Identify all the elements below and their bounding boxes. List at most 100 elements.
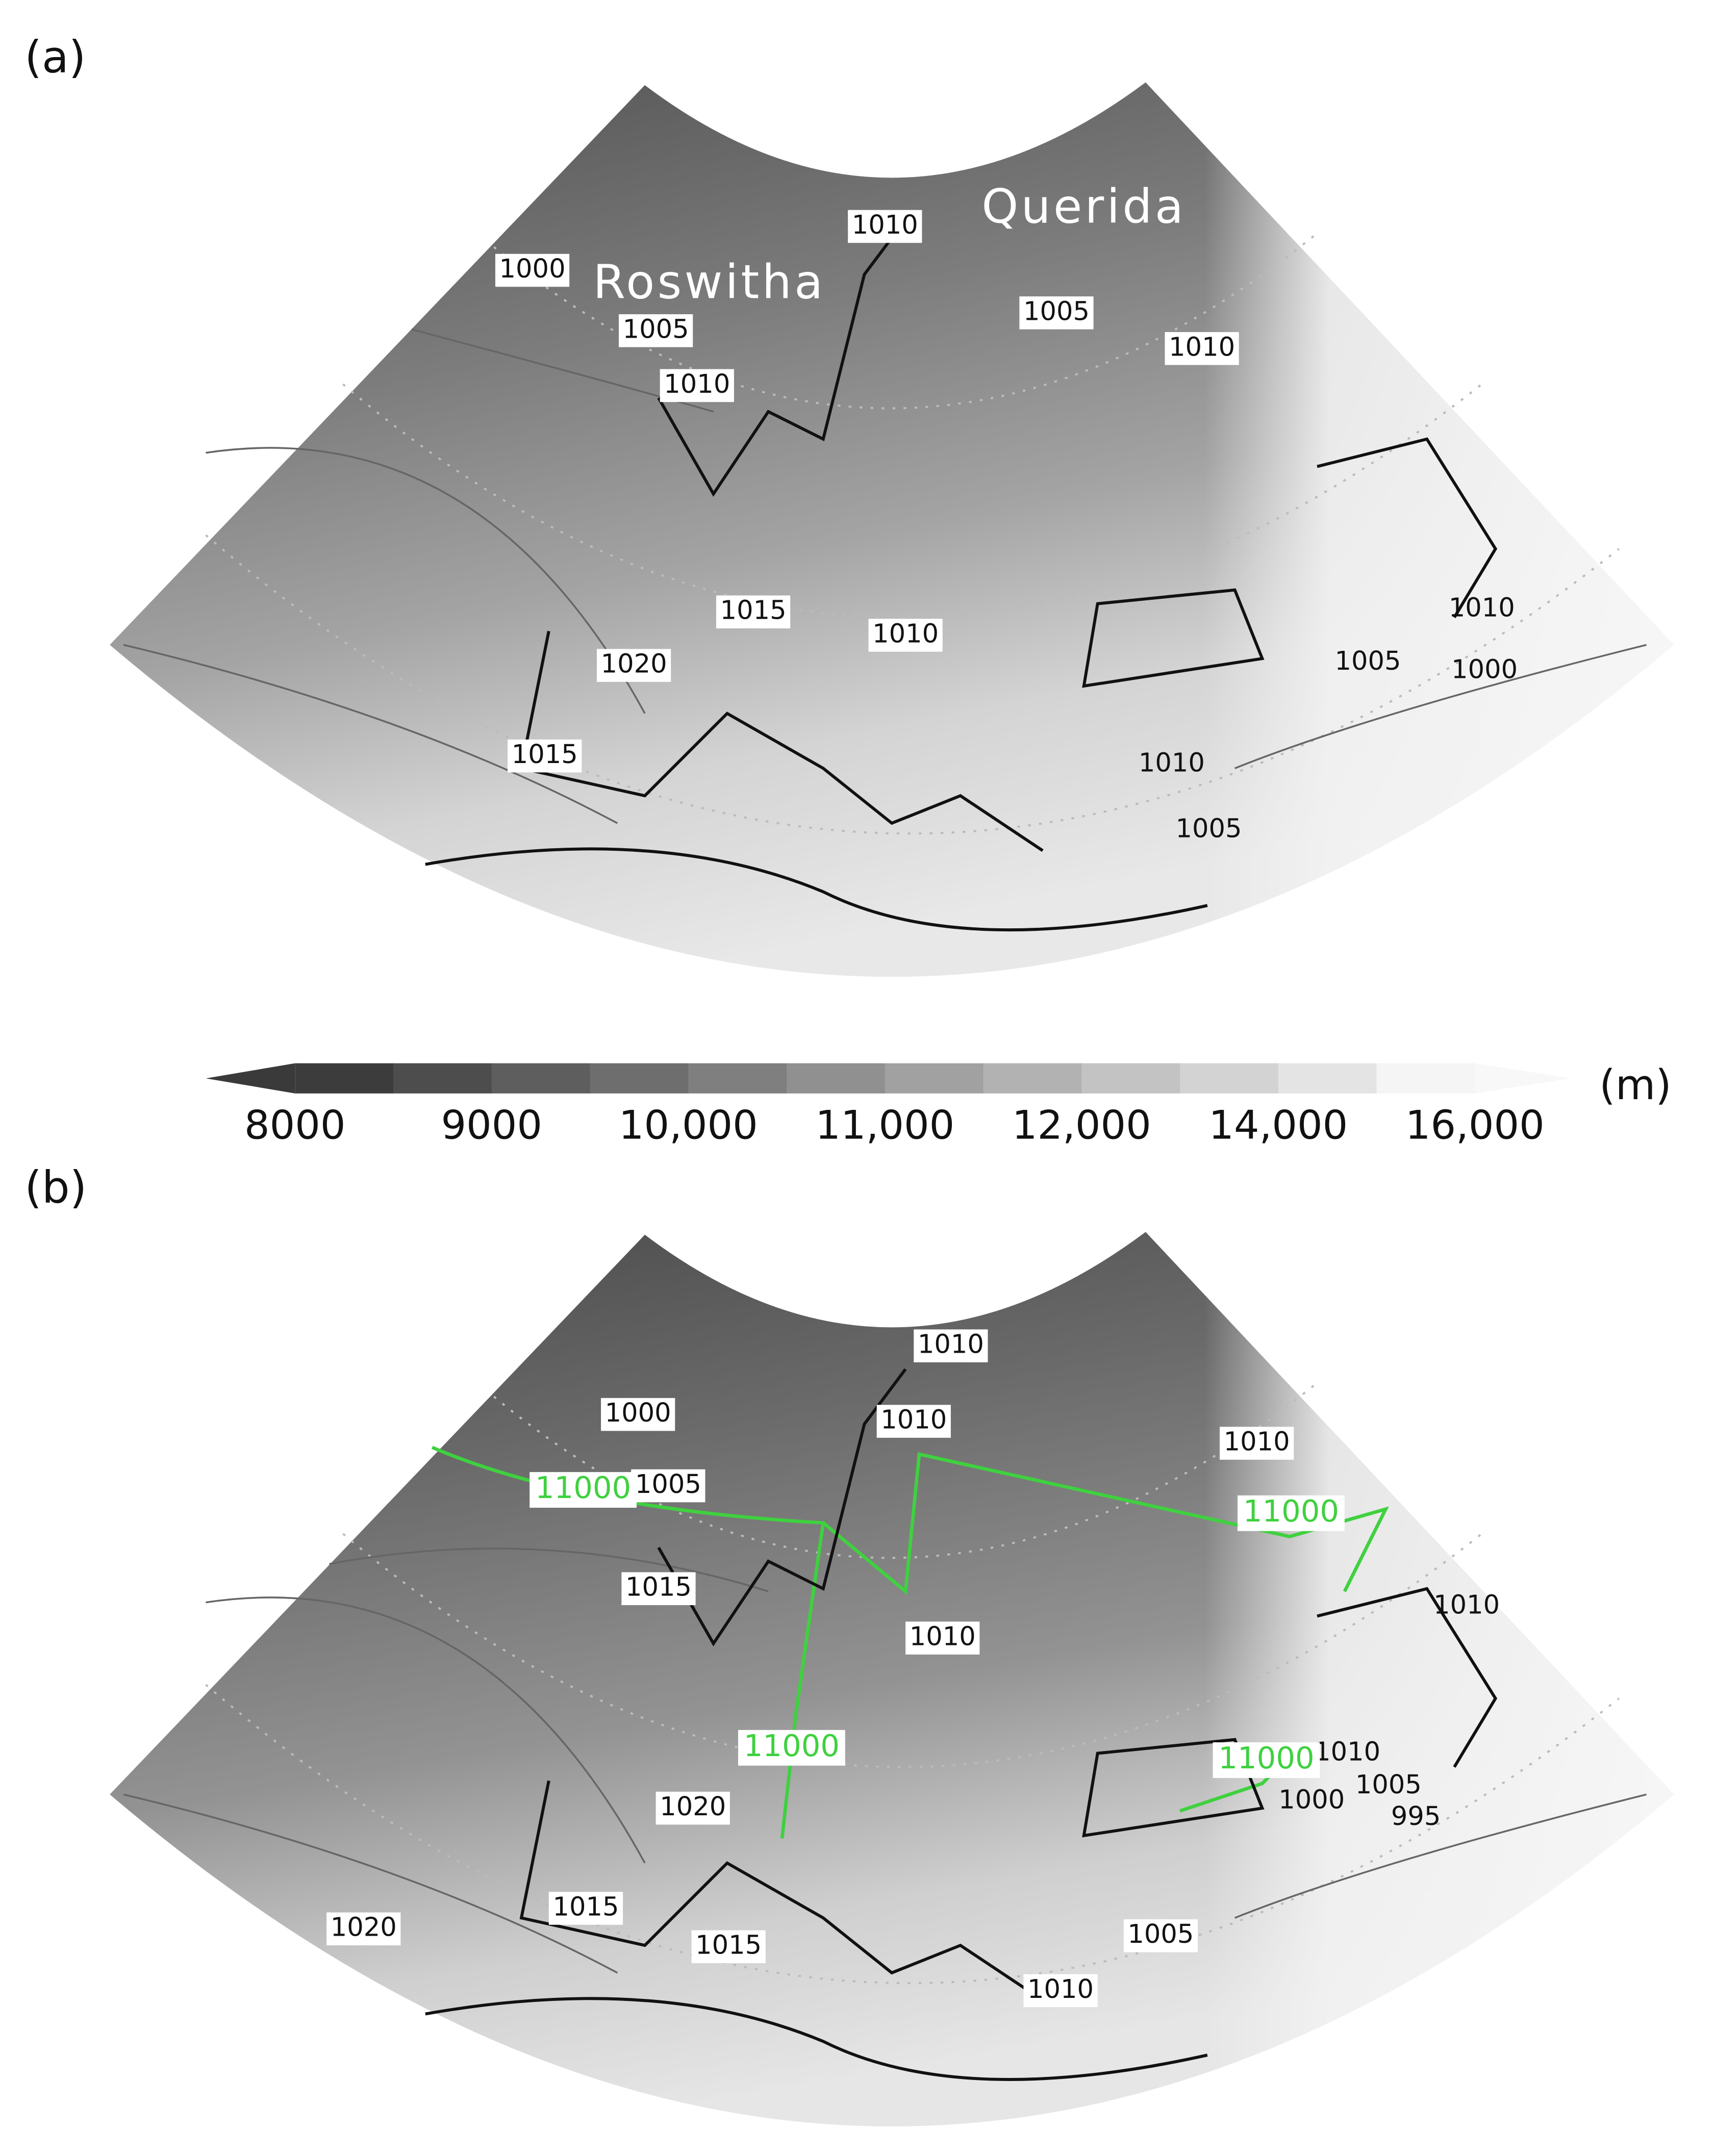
colorbar-segment [787, 1063, 886, 1094]
graticule [205, 1382, 1620, 1984]
colorbar-tick-label: 16,000 [1405, 1102, 1545, 1148]
colorbar-segment [491, 1063, 591, 1094]
contour-label: 1010 [1314, 1737, 1380, 1767]
colorbar-tick-label: 11,000 [815, 1102, 954, 1148]
label-box [508, 739, 582, 773]
label-box [1220, 1427, 1294, 1460]
label-box [655, 1791, 730, 1825]
coastline [425, 1368, 1498, 2081]
highlight-label: 11000 [535, 1470, 631, 1505]
label-box [868, 619, 943, 652]
isobar [123, 1548, 1647, 1974]
colorbar-segment [885, 1063, 984, 1094]
colorbar-segment [295, 1063, 394, 1094]
contour-label: 1005 [1023, 296, 1090, 326]
contour-label: 1010 [664, 369, 730, 399]
label-box [691, 1930, 766, 1963]
contour-label: 1010 [918, 1330, 984, 1360]
colorbar-segment [1081, 1063, 1181, 1094]
label-box [619, 314, 693, 347]
contour-label: 1005 [1355, 1770, 1422, 1800]
isobar [123, 328, 1647, 824]
panel-label: (b) [24, 1162, 87, 1213]
map-shading [110, 1232, 1674, 2127]
colorbar-segment [1180, 1063, 1279, 1094]
contour-label: 1005 [623, 314, 689, 344]
contour-label: 1020 [660, 1792, 726, 1822]
colorbar-tick-label: 12,000 [1012, 1102, 1151, 1148]
contour-label: 1005 [1127, 1919, 1194, 1949]
contour-label: 1015 [625, 1572, 692, 1603]
colorbar-segment [590, 1063, 689, 1094]
label-box [660, 369, 734, 402]
colorbar-segment [688, 1063, 788, 1094]
label-box [1165, 332, 1239, 365]
colorbar-segment [393, 1063, 493, 1094]
label-box [848, 210, 922, 243]
colorbar-tick-label: 14,000 [1208, 1102, 1348, 1148]
graticule [205, 232, 1620, 835]
highlight-label: 11000 [1218, 1740, 1314, 1775]
contour-label: 1000 [1451, 654, 1518, 684]
label-box [529, 1472, 637, 1508]
contour-label: 1010 [852, 210, 918, 240]
colorbar-extend [206, 1063, 295, 1094]
contour-label: 1020 [601, 649, 667, 679]
label-box [596, 649, 671, 682]
label-box [1123, 1919, 1198, 1952]
panel-label: (a) [24, 32, 86, 83]
contour-label: 1005 [1176, 814, 1242, 844]
contour-label: 1015 [512, 740, 578, 770]
label-box [905, 1621, 980, 1655]
contour-label: 1000 [1278, 1785, 1345, 1815]
contour-label: 1010 [880, 1405, 947, 1435]
label-box [326, 1912, 401, 1946]
highlight-label: 11000 [1243, 1493, 1339, 1529]
label-box [876, 1405, 951, 1438]
colorbar-segment [983, 1063, 1082, 1094]
label-box [738, 1730, 845, 1766]
contour-label: 1005 [1335, 646, 1401, 676]
colorbar-segment [1278, 1063, 1377, 1094]
label-box [1019, 296, 1094, 329]
contour-label: 1000 [499, 254, 566, 284]
colorbar-tick-label: 9000 [441, 1102, 542, 1148]
label-box [914, 1329, 988, 1362]
coastline [425, 218, 1498, 932]
contour-label: 1010 [1027, 1974, 1094, 2005]
contour-label: 1005 [635, 1469, 701, 1500]
colorbar-tick-label: 8000 [244, 1102, 345, 1148]
label-box [601, 1398, 675, 1431]
label-box [716, 595, 791, 629]
contour-label: 1010 [1433, 1590, 1500, 1620]
label-box [621, 1572, 696, 1605]
label-box [1213, 1742, 1320, 1778]
panel-a: (a) 1010 1000 1005 1010 1005 1010 1015 1010 1020… [24, 32, 1674, 977]
contour-label: 1015 [720, 596, 787, 626]
contour-label: 1015 [552, 1892, 619, 1922]
contour-label: 1015 [695, 1931, 762, 1961]
label-box [1023, 1974, 1098, 2008]
contour-label: 1010 [1449, 593, 1515, 623]
contour-label: 1010 [1139, 748, 1205, 778]
colorbar-tick-label: 10,000 [619, 1102, 758, 1148]
colorbar-segment [1376, 1063, 1476, 1094]
storm-name: Roswitha [593, 255, 825, 310]
colorbar: 8000 9000 10,000 11,000 12,000 14,000 16,000 [206, 1063, 1571, 1148]
highlight-label: 11000 [744, 1728, 840, 1763]
contour-label: 1010 [910, 1622, 976, 1652]
contour-label: 1020 [331, 1913, 397, 1943]
label-box [495, 253, 570, 287]
label-box [631, 1469, 705, 1503]
storm-name: Querida [981, 180, 1186, 234]
label-box [1238, 1495, 1345, 1531]
contour-label: 1010 [1169, 332, 1235, 362]
contour-label: 995 [1391, 1802, 1441, 1832]
colorbar-extend [1475, 1063, 1571, 1094]
colorbar-unit: (m) [1599, 1061, 1672, 1109]
contour-label: 1010 [1224, 1427, 1290, 1457]
contour-label: 1000 [605, 1398, 671, 1428]
label-box [548, 1892, 623, 1925]
